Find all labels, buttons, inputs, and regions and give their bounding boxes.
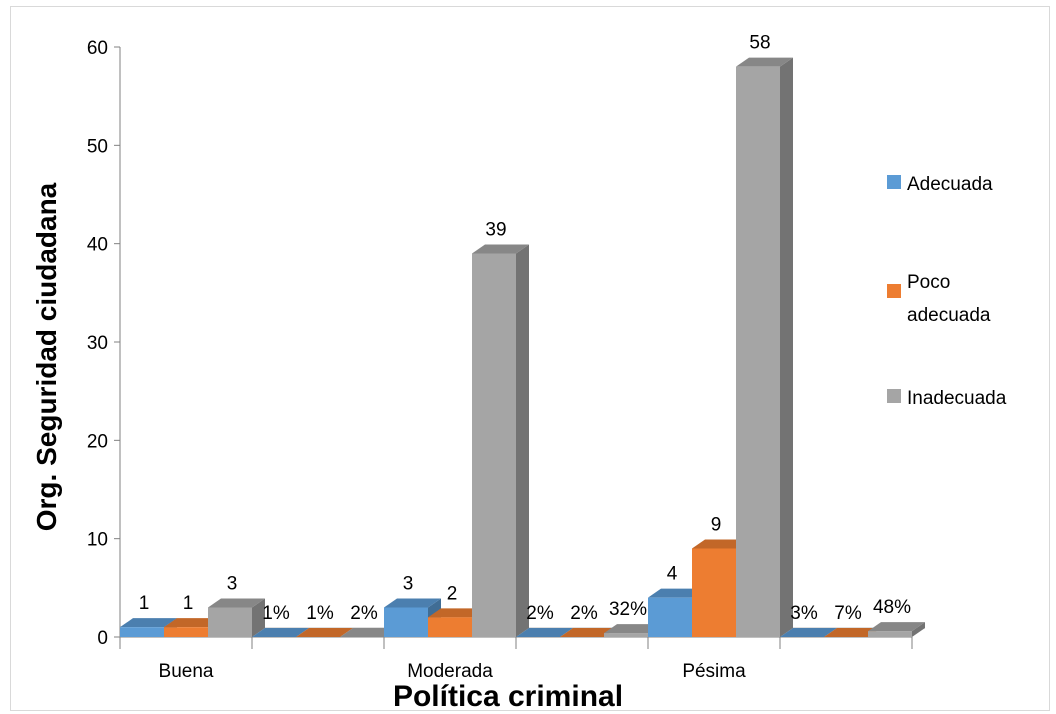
legend-item-adecuada: Adecuada	[887, 174, 993, 195]
chart-frame	[10, 6, 1050, 711]
legend-label: Adecuada	[907, 174, 993, 195]
y-tick-label: 40	[87, 235, 108, 256]
data-label: 4	[667, 564, 678, 585]
y-tick-label: 0	[97, 628, 108, 649]
data-label: 3	[227, 574, 238, 595]
y-tick-label: 50	[87, 136, 108, 157]
bar-inadecuada	[736, 57, 793, 637]
x-category-label: Pésima	[682, 661, 746, 682]
bar-adecuada	[516, 628, 573, 637]
y-axis-title: Org. Seguridad ciudadana	[31, 182, 62, 531]
chart-bars	[120, 57, 925, 637]
data-label: 3%	[790, 603, 818, 624]
bar-poco-adecuada	[560, 628, 617, 637]
data-label: 2	[447, 583, 458, 604]
bar-inadecuada	[472, 244, 529, 637]
data-label: 2%	[526, 603, 554, 624]
legend-swatch	[887, 284, 901, 298]
data-label: 32%	[609, 599, 647, 620]
y-tick-label: 20	[87, 431, 108, 452]
bar-inadecuada	[340, 628, 397, 637]
bar-inadecuada	[208, 598, 265, 637]
chart-legend: Adecuada Poco adecuada Inadecuada	[887, 174, 1007, 409]
legend-swatch	[887, 175, 901, 189]
legend-label: adecuada	[907, 305, 991, 326]
data-label: 7%	[834, 603, 862, 624]
data-label: 1	[139, 593, 150, 614]
y-tick-label: 60	[87, 38, 108, 59]
data-label: 1	[183, 593, 194, 614]
data-label: 2%	[570, 603, 598, 624]
data-label: 1%	[262, 603, 290, 624]
bar-adecuada	[780, 628, 837, 637]
data-label: 9	[711, 515, 722, 536]
legend-item-poco-adecuada: Poco adecuada	[887, 272, 991, 326]
data-label: 1%	[306, 603, 334, 624]
chart-data-labels: 1 1 3 1% 1% 2% 3 2 39 2% 2% 32% 4 9 58 3% 7% 48%	[139, 33, 911, 624]
bar-adecuada	[252, 628, 309, 637]
data-label: 48%	[873, 597, 911, 618]
legend-label: Poco	[907, 272, 950, 293]
data-label: 39	[485, 220, 506, 241]
bar-poco-adecuada	[296, 628, 353, 637]
x-axis-title: Política criminal	[393, 680, 623, 713]
data-label: 3	[403, 574, 414, 595]
data-label: 58	[749, 33, 770, 54]
data-label: 2%	[350, 603, 378, 624]
legend-item-inadecuada: Inadecuada	[887, 388, 1007, 409]
bar-inadecuada	[868, 622, 925, 637]
x-category-label: Moderada	[407, 661, 493, 682]
legend-swatch	[887, 389, 901, 403]
x-category-label: Buena	[159, 661, 214, 682]
legend-label: Inadecuada	[907, 388, 1007, 409]
y-tick-label: 30	[87, 333, 108, 354]
bar-poco-adecuada	[824, 628, 881, 637]
y-tick-label: 10	[87, 530, 108, 551]
